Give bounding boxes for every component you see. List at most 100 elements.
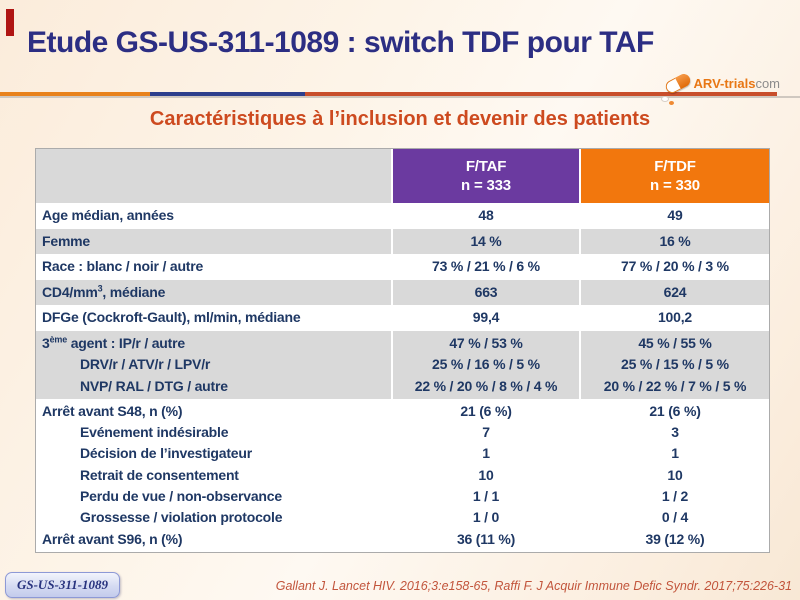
row-label: CD4/mm3, médiane [42,283,166,300]
ftaf-value-cell: 663 [391,279,579,306]
ftdf-value: 3 [671,424,679,441]
ftdf-value: 10 [667,466,683,483]
ftdf-value: 16 % [659,232,691,249]
ftaf-value-cell: 48 [391,203,579,229]
ftdf-value: 49 [667,207,683,223]
pill-dot-icon [668,101,674,105]
row-label: Grossesse / violation protocole [80,509,283,526]
ftaf-value: 10 [478,466,494,483]
row-label-cell: 3ème agent : IP/r / autre DRV/r / ATV/r /… [36,331,391,399]
row-label: DRV/r / ATV/r / LPV/r [80,356,211,373]
study-id-badge: GS-US-311-1089 [5,572,120,598]
row-label-cell: Age médian, années [36,203,391,229]
row-label: Arrêt avant S48, n (%) [42,402,183,419]
ftaf-value: 1 / 0 [472,509,500,526]
ftaf-value: 73 % / 21 % / 6 % [432,258,540,275]
ftdf-value: 45 % / 55 % [638,334,712,351]
ftaf-value-cell: 73 % / 21 % / 6 % [391,254,579,280]
ftdf-value: 1 [671,445,679,462]
ftdf-n-label: n = 330 [650,177,700,194]
row-label-cell: Femme [36,229,391,255]
logo-brand: ARV-trials [693,75,756,91]
ftdf-value: 624 [663,283,687,300]
divider-blue-segment [150,92,305,96]
ftdf-value-cell: 77 % / 20 % / 3 % [579,254,769,280]
ftaf-value: 47 % / 53 % [449,334,523,351]
row-label: Evénement indésirable [80,424,229,441]
ftdf-value-cell: 16 % [579,228,769,255]
header-ftaf-cell: F/TAF n = 333 [391,149,579,203]
ftaf-value: 48 [478,207,494,223]
ftdf-value: 100,2 [657,309,693,326]
ftdf-value: 20 % / 22 % / 7 % / 5 % [603,377,747,394]
pill-dot-icon [660,96,669,102]
logo-suffix: com [755,75,780,91]
header-empty-cell [36,149,391,203]
row-label: NVP/ RAL / DTG / autre [80,377,228,394]
arv-trials-logo: ARV-trialscom [660,70,780,105]
table-row: CD4/mm3, médiane 663 624 [36,279,769,306]
ftdf-value-cell: 100,2 [579,305,769,331]
row-label: Femme [42,232,91,249]
ftaf-value: 25 % / 16 % / 5 % [432,356,540,373]
divider-shadow-line [0,96,800,98]
row-label-cell: DFGe (Cockroft-Gault), ml/min, médiane [36,305,391,331]
reference-citation: Gallant J. Lancet HIV. 2016;3:e158-65, R… [275,579,792,593]
ftdf-value-cell: 21 (6 %) 3 1 10 1 / 2 0 / 4 39 (12 %) [579,398,769,552]
row-label: Perdu de vue / non-observance [80,488,282,505]
ftdf-value: 39 (12 %) [645,530,705,547]
ftaf-value-cell: 21 (6 %) 7 1 10 1 / 1 1 / 0 36 (11 %) [391,398,579,552]
ftdf-value: 0 / 4 [661,509,689,526]
ftaf-value: 21 (6 %) [460,402,512,419]
row-label-cell: CD4/mm3, médiane [36,280,391,306]
ftaf-value-cell: 99,4 [391,305,579,331]
table-row: 3ème agent : IP/r / autre DRV/r / ATV/r /… [36,330,769,399]
ftaf-value: 22 % / 20 % / 8 % / 4 % [414,377,558,394]
ftaf-n-label: n = 333 [461,177,511,194]
row-label: Age médian, années [42,207,174,223]
table-header-row: F/TAF n = 333 F/TDF n = 330 [36,149,769,203]
pill-capsule-icon [663,71,693,95]
ftaf-value: 1 / 1 [472,488,500,505]
table-row: DFGe (Cockroft-Gault), ml/min, médiane 99… [36,305,769,331]
row-label-cell: Arrêt avant S48, n (%) Evénement indésira… [36,399,391,552]
row-label: Décision de l’investigateur [80,445,252,462]
characteristics-table: F/TAF n = 333 F/TDF n = 330 Age médian, … [35,148,770,553]
ftaf-value: 663 [474,283,498,300]
ftdf-value-cell: 624 [579,279,769,306]
ftdf-value-cell: 45 % / 55 % 25 % / 15 % / 5 % 20 % / 22 % … [579,330,769,399]
row-label: Race : blanc / noir / autre [42,258,204,275]
row-label-cell: Race : blanc / noir / autre [36,254,391,280]
divider-red-segment [305,92,777,96]
ftdf-value-cell: 49 [579,203,769,229]
table-row: Arrêt avant S48, n (%) Evénement indésira… [36,398,769,552]
table-row: Race : blanc / noir / autre 73 % / 21 % /… [36,254,769,280]
ftdf-arm-label: F/TDF [654,157,696,175]
logo-text: ARV-trialscom [694,76,780,91]
ftaf-value: 36 (11 %) [456,530,516,547]
row-label: DFGe (Cockroft-Gault), ml/min, médiane [42,309,301,326]
ftaf-value: 14 % [470,232,502,249]
header-ftdf-cell: F/TDF n = 330 [579,149,769,203]
table-row: Age médian, années 48 49 [36,203,769,229]
table-body: Age médian, années 48 49 Femme 14 % 16 % Race … [36,203,769,552]
ftdf-value: 25 % / 15 % / 5 % [621,356,729,373]
ftaf-value-cell: 47 % / 53 % 25 % / 16 % / 5 % 22 % / 20 % … [391,330,579,399]
table-row: Femme 14 % 16 % [36,228,769,255]
ftdf-value: 21 (6 %) [649,402,701,419]
ftaf-value-cell: 14 % [391,228,579,255]
slide-subtitle: Caractéristiques à l’inclusion et deveni… [149,108,651,130]
slide-title: Etude GS-US-311-1089 : switch TDF pour T… [27,26,654,59]
ftaf-arm-label: F/TAF [465,157,507,175]
row-label: 3ème agent : IP/r / autre [42,334,185,351]
ftdf-value: 1 / 2 [661,488,689,505]
ftaf-value: 99,4 [472,309,500,326]
ftdf-value: 77 % / 20 % / 3 % [621,258,729,275]
ftaf-value: 7 [482,424,490,441]
ftaf-value: 1 [482,445,490,462]
corner-accent-mark [6,9,14,36]
divider-orange-segment [0,92,150,96]
row-label: Arrêt avant S96, n (%) [42,530,183,547]
row-label: Retrait de consentement [80,466,239,483]
